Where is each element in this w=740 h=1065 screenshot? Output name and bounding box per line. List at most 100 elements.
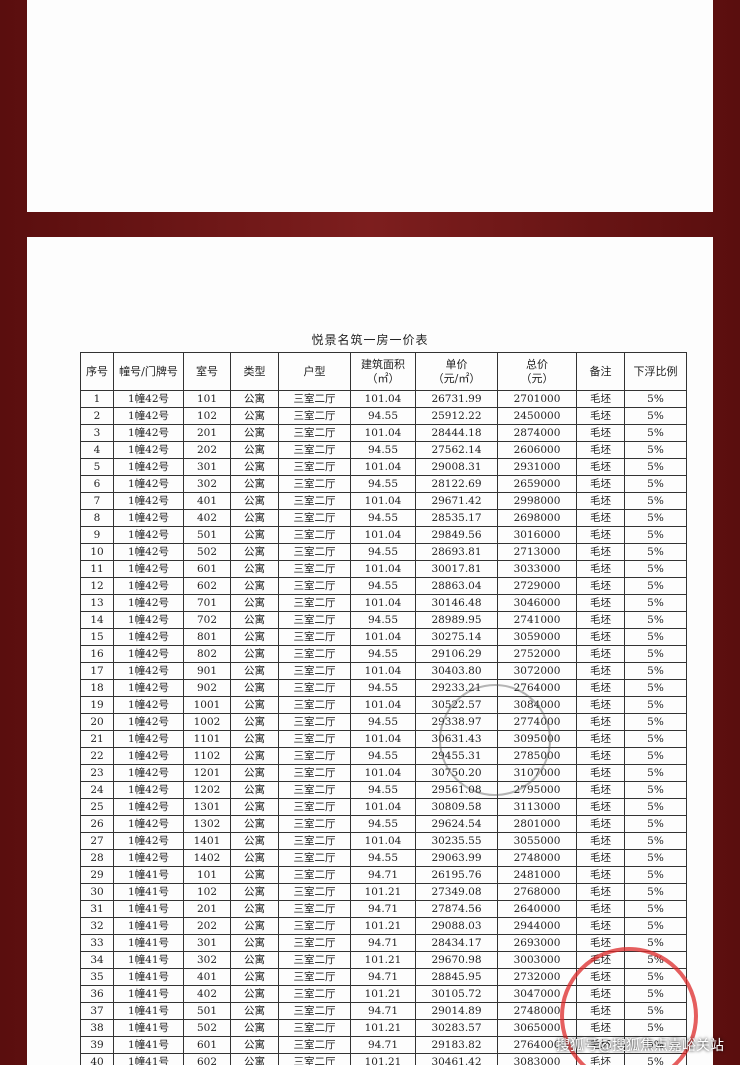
table-cell: 5% bbox=[624, 883, 687, 901]
table-cell: 94.71 bbox=[350, 1002, 416, 1020]
table-cell: 5% bbox=[624, 577, 687, 595]
table-cell: 27562.14 bbox=[415, 441, 498, 459]
table-cell: 28535.17 bbox=[415, 509, 498, 527]
table-cell: 毛坯 bbox=[576, 883, 625, 901]
table-cell: 1幢42号 bbox=[113, 560, 184, 578]
table-cell: 三室二厅 bbox=[278, 560, 351, 578]
table-cell: 2874000 bbox=[497, 424, 577, 442]
gray-stamp bbox=[439, 684, 551, 796]
table-cell: 13 bbox=[80, 594, 114, 612]
table-cell: 201 bbox=[183, 900, 231, 918]
table-cell: 三室二厅 bbox=[278, 441, 351, 459]
table-cell: 602 bbox=[183, 577, 231, 595]
table-cell: 3 bbox=[80, 424, 114, 442]
table-cell: 94.55 bbox=[350, 781, 416, 799]
table-cell: 5 bbox=[80, 458, 114, 476]
table-cell: 5% bbox=[624, 526, 687, 544]
table-cell: 94.55 bbox=[350, 679, 416, 697]
table-cell: 94.55 bbox=[350, 747, 416, 765]
table-cell: 24 bbox=[80, 781, 114, 799]
table-cell: 三室二厅 bbox=[278, 509, 351, 527]
table-cell: 公寓 bbox=[230, 662, 279, 680]
table-cell: 29008.31 bbox=[415, 458, 498, 476]
table-cell: 毛坯 bbox=[576, 475, 625, 493]
table-cell: 公寓 bbox=[230, 730, 279, 748]
table-cell: 5% bbox=[624, 475, 687, 493]
table-row: 12 1幢42号 602 公寓 三室二厅 94.55 28863.04 2729000 毛坯 5% bbox=[80, 577, 687, 595]
table-cell: 501 bbox=[183, 526, 231, 544]
table-cell: 三室二厅 bbox=[278, 798, 351, 816]
table-cell: 1202 bbox=[183, 781, 231, 799]
table-cell: 3055000 bbox=[497, 832, 577, 850]
table-cell: 三室二厅 bbox=[278, 390, 351, 408]
table-cell: 1幢42号 bbox=[113, 543, 184, 561]
header-cell: 户型 bbox=[278, 352, 351, 391]
table-cell: 35 bbox=[80, 968, 114, 986]
table-cell: 26 bbox=[80, 815, 114, 833]
table-cell: 94.71 bbox=[350, 866, 416, 884]
table-cell: 毛坯 bbox=[576, 849, 625, 867]
table-cell: 302 bbox=[183, 951, 231, 969]
table-cell: 17 bbox=[80, 662, 114, 680]
table-cell: 5% bbox=[624, 747, 687, 765]
table-cell: 5% bbox=[624, 764, 687, 782]
table-cell: 31 bbox=[80, 900, 114, 918]
table-cell: 5% bbox=[624, 390, 687, 408]
table-cell: 28444.18 bbox=[415, 424, 498, 442]
table-cell: 三室二厅 bbox=[278, 815, 351, 833]
table-cell: 2729000 bbox=[497, 577, 577, 595]
table-cell: 2 bbox=[80, 407, 114, 425]
table-cell: 公寓 bbox=[230, 1019, 279, 1037]
table-cell: 1幢42号 bbox=[113, 679, 184, 697]
table-cell: 94.71 bbox=[350, 1036, 416, 1054]
table-cell: 1幢42号 bbox=[113, 509, 184, 527]
table-row: 17 1幢42号 901 公寓 三室二厅 101.04 30403.80 3072000 毛坯 5… bbox=[80, 662, 687, 680]
table-cell: 502 bbox=[183, 543, 231, 561]
table-cell: 101.04 bbox=[350, 764, 416, 782]
table-cell: 16 bbox=[80, 645, 114, 663]
table-cell: 2764000 bbox=[497, 1036, 577, 1054]
table-cell: 101.04 bbox=[350, 662, 416, 680]
table-cell: 三室二厅 bbox=[278, 832, 351, 850]
table-cell: 5% bbox=[624, 662, 687, 680]
table-row: 18 1幢42号 902 公寓 三室二厅 94.55 29233.21 2764000 毛坯 5% bbox=[80, 679, 687, 697]
table-row: 7 1幢42号 401 公寓 三室二厅 101.04 29671.42 2998000 毛坯 5% bbox=[80, 492, 687, 510]
table-row: 23 1幢42号 1201 公寓 三室二厅 101.04 30750.20 3107000 毛坯… bbox=[80, 764, 687, 782]
table-cell: 三室二厅 bbox=[278, 475, 351, 493]
table-cell: 1幢42号 bbox=[113, 815, 184, 833]
table-cell: 29671.42 bbox=[415, 492, 498, 510]
table-cell: 101.04 bbox=[350, 696, 416, 714]
table-cell: 101.04 bbox=[350, 730, 416, 748]
table-cell: 毛坯 bbox=[576, 662, 625, 680]
table-cell: 29106.29 bbox=[415, 645, 498, 663]
table-cell: 94.55 bbox=[350, 713, 416, 731]
table-cell: 三室二厅 bbox=[278, 662, 351, 680]
table-cell: 公寓 bbox=[230, 696, 279, 714]
table-cell: 公寓 bbox=[230, 390, 279, 408]
table-cell: 101.04 bbox=[350, 628, 416, 646]
table-cell: 公寓 bbox=[230, 900, 279, 918]
table-cell: 30017.81 bbox=[415, 560, 498, 578]
table-cell: 毛坯 bbox=[576, 696, 625, 714]
table-cell: 1幢42号 bbox=[113, 577, 184, 595]
table-row: 5 1幢42号 301 公寓 三室二厅 101.04 29008.31 2931000 毛坯 5% bbox=[80, 458, 687, 476]
table-cell: 101.21 bbox=[350, 883, 416, 901]
table-cell: 94.55 bbox=[350, 441, 416, 459]
table-cell: 毛坯 bbox=[576, 509, 625, 527]
table-cell: 101.04 bbox=[350, 832, 416, 850]
table-row: 20 1幢42号 1002 公寓 三室二厅 94.55 29338.97 2774000 毛坯 5… bbox=[80, 713, 687, 731]
table-cell: 101.21 bbox=[350, 985, 416, 1003]
table-cell: 28989.95 bbox=[415, 611, 498, 629]
table-cell: 1幢42号 bbox=[113, 696, 184, 714]
table-cell: 1101 bbox=[183, 730, 231, 748]
table-cell: 三室二厅 bbox=[278, 611, 351, 629]
table-cell: 三室二厅 bbox=[278, 1053, 351, 1065]
table-row: 1 1幢42号 101 公寓 三室二厅 101.04 26731.99 2701000 毛坯 5% bbox=[80, 390, 687, 408]
table-cell: 1幢41号 bbox=[113, 866, 184, 884]
table-cell: 1302 bbox=[183, 815, 231, 833]
table-cell: 29849.56 bbox=[415, 526, 498, 544]
table-cell: 三室二厅 bbox=[278, 594, 351, 612]
table-title: 悦景名筑一房一价表 bbox=[311, 333, 429, 347]
table-cell: 三室二厅 bbox=[278, 424, 351, 442]
